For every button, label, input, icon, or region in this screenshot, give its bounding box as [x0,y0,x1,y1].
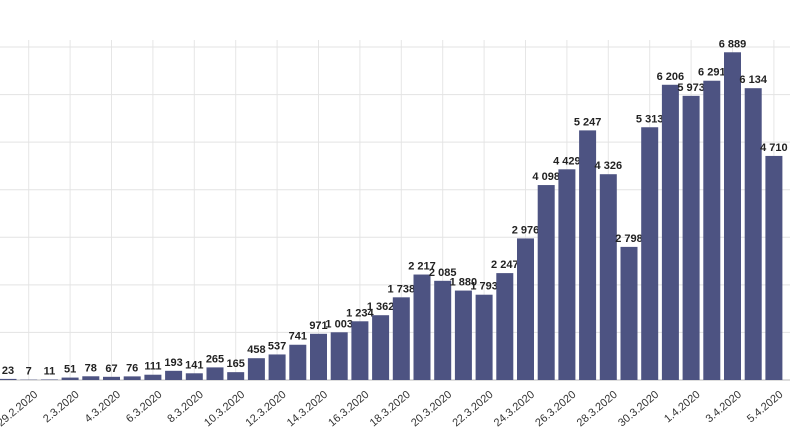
bar [165,370,183,380]
data-label: 1 738 [388,283,416,295]
bar [661,84,679,380]
bar [0,378,17,380]
x-tick-label: 30.3.2020 [616,389,661,430]
bar [620,246,638,380]
x-tick-label: 6.3.2020 [124,389,165,426]
bar [40,379,58,380]
data-label: 537 [268,340,286,352]
x-tick-label: 26.3.2020 [533,389,578,430]
data-label: 6 134 [739,74,767,86]
x-tick-label: 12.3.2020 [243,389,288,430]
data-label: 6 889 [719,38,747,50]
x-tick-label: 20.3.2020 [409,389,454,430]
data-label: 11 [44,365,56,377]
x-tick-label: 2.3.2020 [41,389,82,426]
x-tick-label: 14.3.2020 [285,389,330,430]
data-label: 265 [206,353,224,365]
data-label: 6 206 [657,71,685,83]
data-label: 1 880 [450,277,478,289]
x-tick-label: 28.3.2020 [575,389,620,430]
bar [61,377,79,380]
data-label: 4 429 [553,155,581,167]
bar [724,52,741,381]
data-label: 2 085 [429,267,457,279]
data-label: 2 976 [512,224,540,236]
bar [82,376,100,380]
bar [434,280,452,380]
data-label: 1 003 [325,318,353,330]
x-tick-label: 29.2.2020 [0,389,40,430]
x-tick-label: 8.3.2020 [165,389,206,426]
data-label: 51 [64,364,76,376]
data-label: 165 [227,358,245,370]
x-tick-label: 10.3.2020 [202,389,247,430]
data-label: 67 [105,363,117,375]
data-label: 1 793 [470,281,498,293]
bar [703,80,721,380]
bar [206,367,224,380]
bar [744,88,762,381]
bar [372,315,390,380]
x-tick-label: 5.4.2020 [745,389,786,426]
data-label: 5 313 [636,113,664,125]
data-label: 1 362 [367,301,395,313]
data-label: 193 [164,357,182,369]
bar [641,127,659,381]
bar [330,332,348,380]
data-label: 5 247 [574,116,602,128]
x-tick-label: 24.3.2020 [492,389,537,430]
bar [599,174,617,380]
bar [392,297,410,380]
x-tick-label: 18.3.2020 [368,389,413,430]
x-tick-label: 4.3.2020 [83,389,124,426]
data-label: 23 [2,365,14,377]
bar [579,130,597,380]
bar [144,374,162,380]
data-label: 76 [126,362,138,374]
bar [454,290,472,380]
bar [413,274,431,380]
bar [765,155,783,380]
data-label: 7 [26,366,32,378]
x-tick-label: 1.4.2020 [662,389,703,426]
data-label: 2 247 [491,259,519,271]
data-label: 458 [247,344,265,356]
data-label: 4 326 [595,160,623,172]
x-tick-label: 16.3.2020 [326,389,371,430]
bar [227,372,245,380]
x-tick-label: 22.3.2020 [450,389,495,430]
bar [268,354,286,380]
data-label: 111 [144,361,161,373]
data-label: 78 [85,362,97,374]
data-label: 6 291 [698,67,726,79]
data-label: 2 798 [615,233,643,245]
bar [123,376,141,380]
data-label: 741 [289,331,307,343]
bar [537,185,555,380]
bar [496,273,514,380]
x-tick-label: 3.4.2020 [704,389,745,426]
data-label: 4 710 [760,142,788,154]
data-label: 1 234 [346,307,374,319]
data-label: 4 098 [532,171,560,183]
data-label: 5 973 [677,82,705,94]
bar [185,373,203,380]
bar [475,294,493,380]
bar [103,376,120,380]
data-label: 971 [309,320,327,332]
bar [351,321,369,380]
bar [517,238,534,380]
bar [247,358,265,380]
bar [310,333,327,380]
bar [682,95,700,380]
bar [289,344,307,380]
data-label: 2 217 [408,261,436,273]
data-label: 141 [185,359,203,371]
bar [558,169,576,380]
